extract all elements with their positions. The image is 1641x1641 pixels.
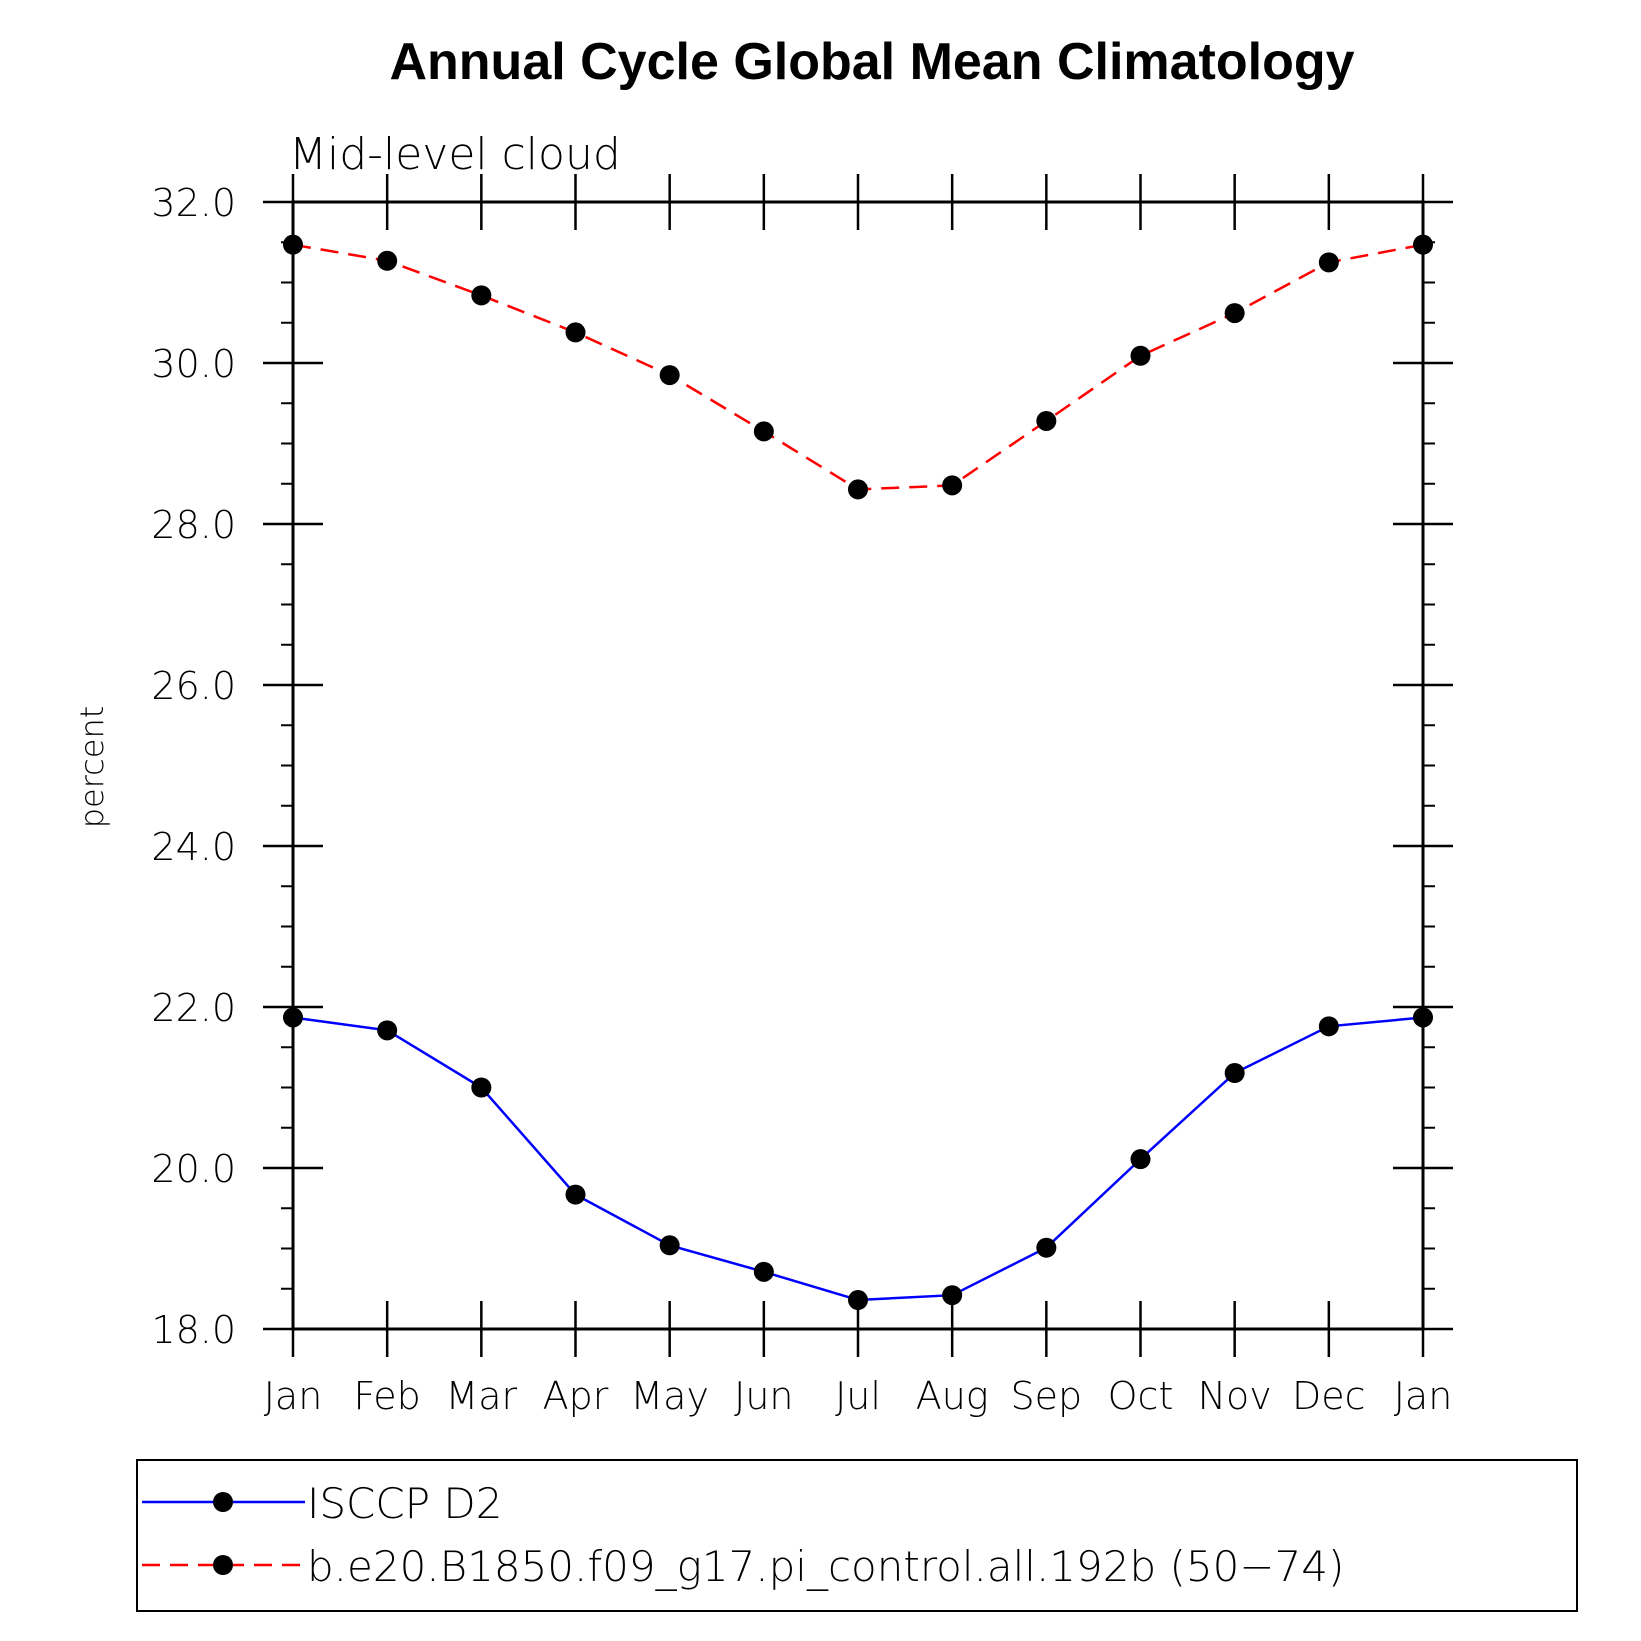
data-point (753, 421, 774, 442)
data-point (471, 285, 492, 306)
y-tick-label: 30.0 (151, 342, 236, 386)
data-point (942, 1285, 963, 1306)
data-point (753, 1261, 774, 1282)
data-point (565, 1184, 586, 1205)
y-tick-label: 22.0 (151, 986, 236, 1030)
data-point (659, 365, 680, 386)
x-tick-label: Jun (734, 1374, 793, 1418)
chart-title: Annual Cycle Global Mean Climatology (389, 33, 1354, 91)
data-point (1224, 1063, 1245, 1084)
series-line (292, 1016, 1424, 1302)
x-tick-label: Oct (1108, 1374, 1174, 1418)
data-point (1413, 234, 1433, 255)
y-axis-label: percent (73, 706, 111, 829)
data-point (659, 1235, 680, 1256)
y-tick-label: 18.0 (151, 1308, 236, 1352)
data-point (1130, 345, 1151, 366)
chart-subtitle: Mid-level cloud (289, 129, 621, 180)
series-0 (283, 1007, 1433, 1311)
y-tick-label: 24.0 (151, 825, 236, 869)
x-tick-label: Aug (916, 1374, 989, 1418)
data-point (1130, 1149, 1151, 1170)
data-point (848, 479, 868, 500)
x-tick-label: Jan (264, 1374, 323, 1418)
data-point (283, 1007, 303, 1028)
data-point (377, 250, 398, 271)
data-point (942, 475, 963, 496)
data-point (1318, 1016, 1339, 1037)
series-1 (283, 234, 1433, 500)
y-tick-label: 20.0 (151, 1147, 236, 1191)
x-tick-label: May (630, 1374, 709, 1418)
x-tick-label: Apr (543, 1374, 609, 1418)
y-tick-label: 28.0 (151, 503, 236, 547)
data-point (1036, 410, 1057, 431)
data-point (377, 1020, 398, 1041)
legend: ISCCP D2 b.e20.B1850.f09_g17.pi_control.… (136, 1459, 1578, 1612)
legend-marker-model (213, 1555, 233, 1575)
x-tick-labels: Jan Feb Mar Apr May Jun Jul Aug Sep Oct Nov Dec Jan (264, 1374, 1453, 1418)
y-tick-label: 26.0 (151, 664, 236, 708)
x-tick-label: Mar (445, 1374, 517, 1418)
x-tick-label: Dec (1292, 1374, 1366, 1418)
data-point (848, 1290, 868, 1311)
series-layer (283, 234, 1433, 1311)
data-point (1224, 303, 1245, 324)
plot-frame (291, 200, 1425, 1331)
series-line (292, 243, 1424, 491)
legend-box (136, 1459, 1578, 1612)
data-point (1318, 252, 1339, 273)
legend-label-isccp: ISCCP D2 (307, 1479, 502, 1528)
x-tick-label: Jan (1394, 1374, 1453, 1418)
axis-ticks (263, 174, 1453, 1357)
data-point (1413, 1007, 1433, 1028)
data-point (283, 234, 303, 255)
x-tick-label: Jul (835, 1374, 881, 1418)
y-tick-label: 32.0 (151, 181, 236, 225)
legend-marker-isccp (213, 1492, 233, 1512)
x-tick-label: Nov (1198, 1374, 1272, 1418)
data-point (471, 1077, 492, 1098)
x-tick-label: Feb (354, 1374, 421, 1418)
data-point (565, 322, 586, 343)
data-point (1036, 1237, 1057, 1258)
y-tick-labels: 18.0 20.0 22.0 24.0 26.0 28.0 30.0 32.0 (151, 181, 236, 1352)
legend-label-model: b.e20.B1850.f09_g17.pi_control.all.192b … (307, 1542, 1344, 1591)
x-tick-label: Sep (1011, 1374, 1083, 1418)
